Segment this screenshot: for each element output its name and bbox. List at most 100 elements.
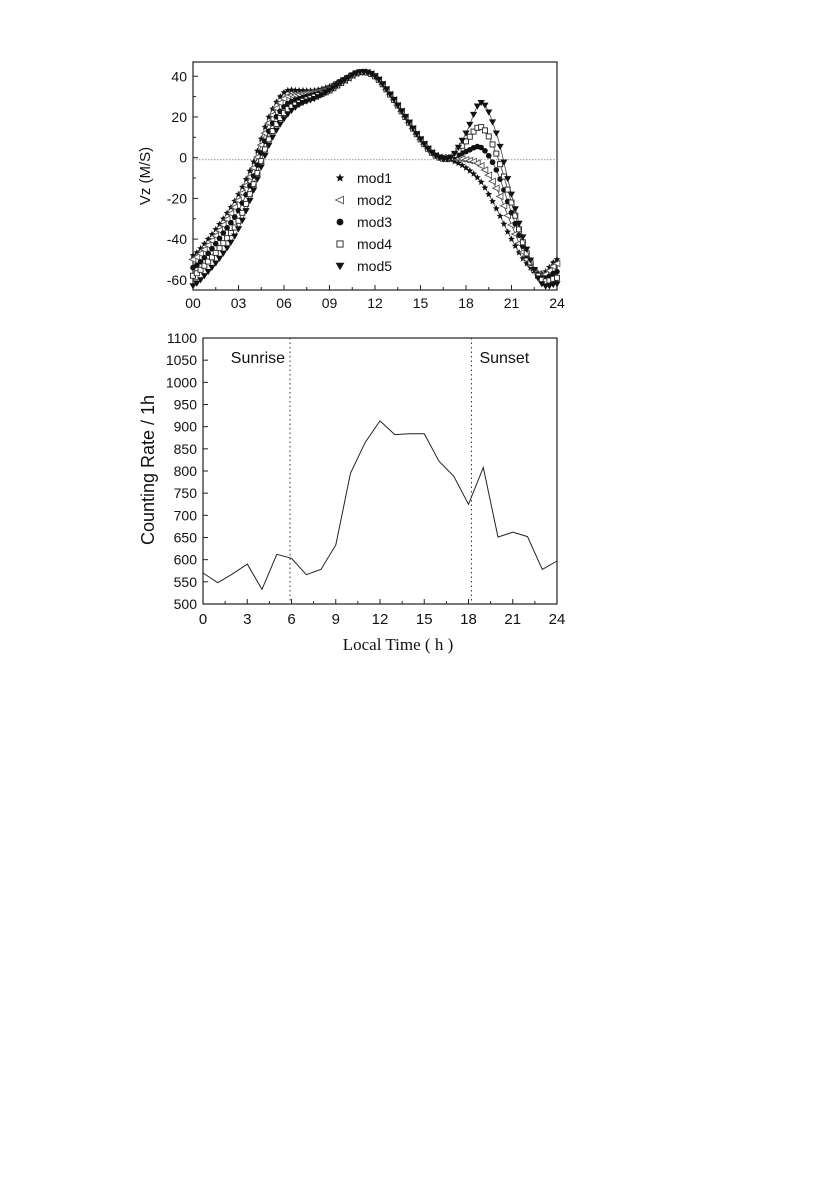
point-mod1 (481, 184, 489, 191)
vline-label-sunrise: Sunrise (231, 350, 285, 367)
point-mod5 (333, 82, 341, 89)
x-tick-label: 00 (185, 295, 201, 311)
point-mod2 (484, 171, 493, 179)
y-tick-label: 1050 (166, 352, 197, 368)
x-tick-label: 03 (231, 295, 247, 311)
point-mod3 (554, 268, 560, 275)
x-tick-label: 21 (504, 611, 521, 628)
x-tick-label: 06 (276, 295, 292, 311)
point-mod1 (511, 242, 519, 249)
y-tick-label: 850 (174, 441, 198, 457)
point-mod5 (196, 277, 205, 284)
point-mod1 (462, 164, 470, 171)
counting-rate-line (202, 420, 558, 591)
point-mod4 (258, 158, 265, 165)
y-tick-label: 600 (174, 552, 198, 568)
point-mod5 (485, 109, 493, 116)
legend-label: mod4 (357, 236, 392, 252)
point-mod5 (526, 257, 535, 264)
legend-label: mod1 (357, 170, 392, 186)
x-tick-label: 12 (367, 295, 383, 311)
point-mod5 (432, 152, 440, 160)
point-mod5 (272, 127, 281, 134)
y-tick-label: 800 (174, 463, 198, 479)
point-mod2 (476, 162, 485, 170)
point-mod5 (416, 136, 425, 143)
vz-y-ticks: -60 -40 -20 0 20 40 (167, 68, 198, 288)
point-mod1 (477, 178, 485, 186)
point-mod4 (485, 133, 492, 140)
series-mod5 (189, 69, 561, 290)
point-mod5 (534, 275, 542, 282)
point-mod2 (199, 245, 208, 254)
x-tick-label: 24 (549, 295, 565, 311)
point-mod5 (553, 281, 561, 288)
point-mod5 (253, 176, 262, 183)
point-mod5 (204, 268, 212, 276)
point-mod5 (371, 73, 379, 80)
point-mod5 (246, 197, 254, 205)
x-tick-label: 21 (504, 295, 520, 311)
point-mod4 (481, 127, 488, 134)
point-mod4 (478, 124, 485, 131)
point-mod5 (375, 77, 383, 84)
point-mod2 (203, 241, 212, 249)
point-mod4 (512, 212, 519, 219)
point-mod1 (238, 183, 246, 190)
point-mod1 (508, 235, 515, 243)
point-mod5 (496, 143, 504, 150)
y-tick-label: 500 (174, 596, 198, 612)
point-mod1 (485, 190, 493, 198)
point-mod5 (265, 142, 273, 149)
legend-marker-mod5 (335, 262, 345, 271)
point-mod5 (367, 71, 375, 78)
legend-item-mod4: mod4 (336, 236, 392, 252)
point-mod5 (401, 114, 409, 121)
point-mod4 (224, 235, 231, 242)
x-tick-label: 24 (549, 611, 566, 628)
point-mod5 (325, 87, 334, 94)
point-mod2 (503, 211, 512, 220)
point-mod5 (462, 130, 470, 137)
y-tick-label: 750 (174, 485, 198, 501)
point-mod5 (523, 246, 531, 253)
counting-x-axis-label: Local Time ( h ) (343, 635, 454, 654)
point-mod2 (226, 209, 235, 218)
point-mod1 (489, 197, 496, 205)
point-mod2 (218, 221, 227, 229)
point-mod4 (489, 141, 496, 148)
point-mod2 (222, 215, 231, 223)
legend-item-mod2: mod2 (334, 192, 392, 208)
point-mod5 (234, 226, 243, 233)
point-mod5 (443, 156, 451, 163)
point-mod2 (499, 202, 508, 210)
point-mod3 (220, 230, 227, 236)
point-mod5 (488, 119, 497, 126)
point-mod5 (291, 104, 299, 111)
point-mod4 (201, 262, 208, 269)
point-mod4 (466, 133, 473, 140)
legend-marker-mod1 (335, 173, 345, 182)
y-tick-label: 900 (174, 419, 198, 435)
y-tick-label: 650 (174, 530, 198, 546)
legend-label: mod5 (357, 258, 392, 274)
point-mod5 (215, 255, 224, 262)
point-mod3 (216, 235, 223, 242)
point-mod1 (470, 170, 478, 177)
point-mod5 (223, 245, 231, 252)
point-mod5 (466, 121, 474, 129)
point-mod5 (276, 121, 284, 128)
x-tick-label: 3 (243, 611, 251, 628)
legend-marker-mod2 (334, 195, 344, 205)
point-mod1 (496, 212, 504, 219)
y-tick-label: 1000 (166, 374, 197, 390)
counting-rate-chart: 0 3 6 9 12 15 18 21 24 500 550 600 650 700 750 800 850 9… (138, 330, 565, 654)
point-mod5 (314, 94, 322, 101)
point-mod1 (235, 190, 242, 198)
vline-label-sunset: Sunset (479, 350, 529, 367)
point-mod1 (280, 88, 288, 96)
point-mod2 (472, 159, 481, 167)
point-mod3 (493, 167, 500, 173)
point-mod1 (242, 175, 250, 183)
legend-item-mod5: mod5 (335, 258, 392, 274)
